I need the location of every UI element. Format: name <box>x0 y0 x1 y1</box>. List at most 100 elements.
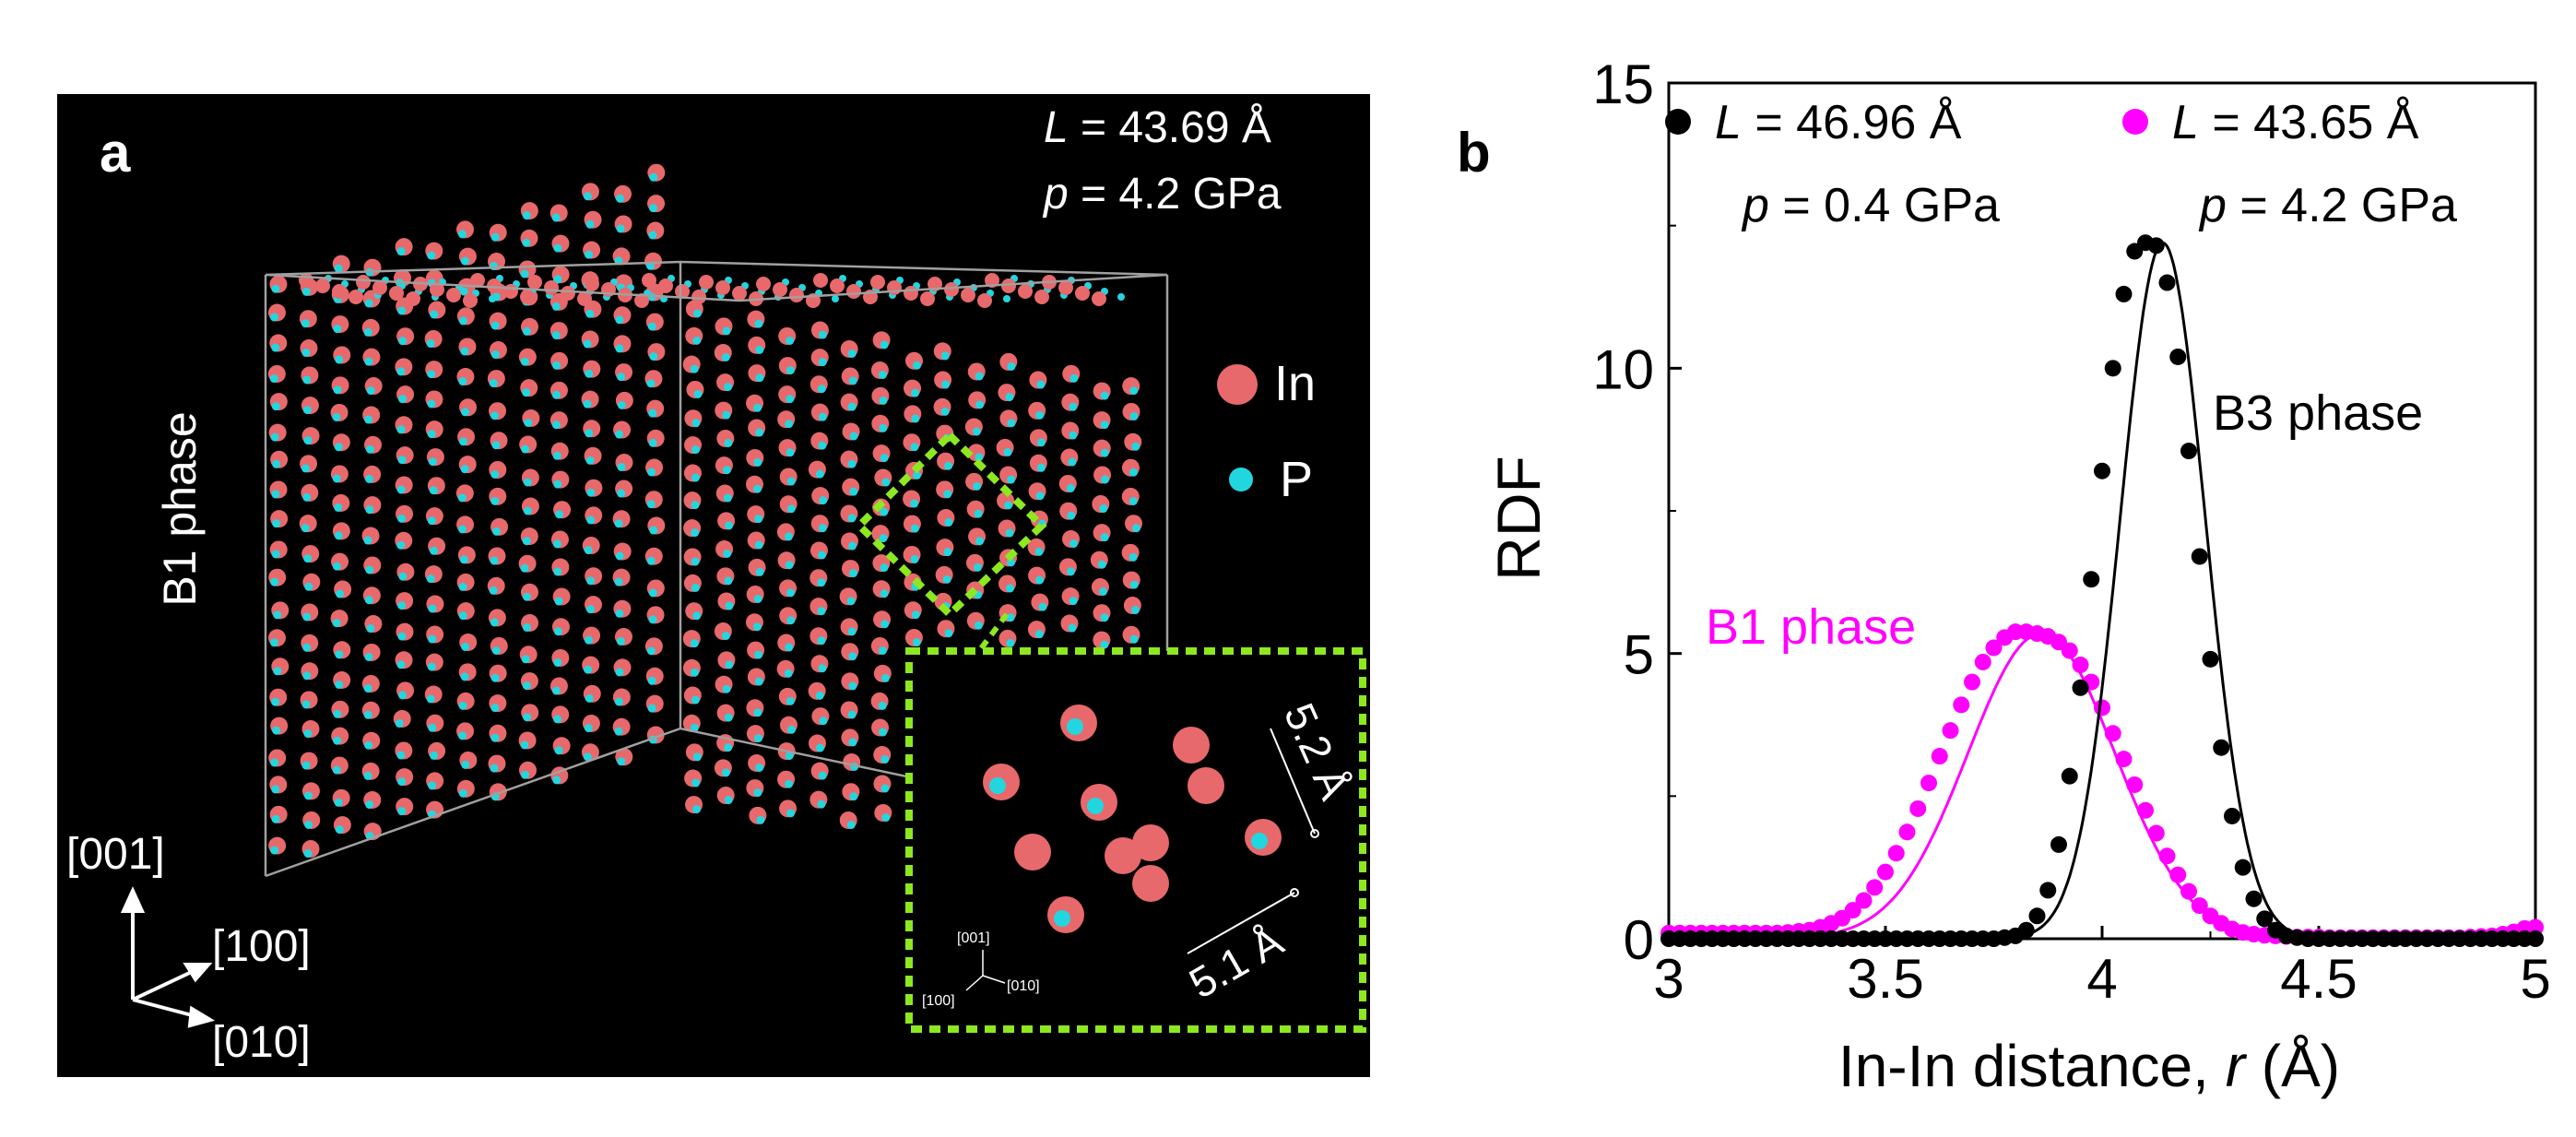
p-atom <box>586 576 596 586</box>
in-atom <box>1058 280 1073 295</box>
data-point-b1 <box>1898 823 1916 841</box>
p-atom <box>395 718 404 728</box>
p-atom <box>649 172 658 182</box>
p-atom <box>848 738 857 747</box>
in-atom <box>349 290 363 304</box>
plot-area: 3 3.5 4 4.5 5 0 5 10 15 <box>1592 53 2550 1010</box>
p-atom <box>271 550 280 559</box>
p-atom <box>1003 447 1012 456</box>
in-atom <box>961 288 975 302</box>
p-atom <box>272 726 281 735</box>
data-point-b3 <box>2039 882 2057 899</box>
p-atom <box>691 557 700 566</box>
x-tick-label: 4 <box>2086 948 2117 1010</box>
p-atom <box>817 607 826 616</box>
in-atom <box>634 293 649 308</box>
p-atom <box>304 820 313 829</box>
atom-lattice <box>267 163 1142 859</box>
p-atom <box>617 757 626 766</box>
axis-x-arrow-icon <box>183 963 213 983</box>
p-atom <box>692 336 702 345</box>
in-atom <box>406 291 420 306</box>
p-atom <box>847 514 857 523</box>
p-atom <box>303 436 313 445</box>
p-atom <box>753 457 762 467</box>
p-atom <box>555 510 564 519</box>
axis-x-label: [100] <box>212 922 311 971</box>
p-atom <box>585 369 594 378</box>
p-atom <box>336 589 345 598</box>
p-atom <box>1101 475 1110 484</box>
p-atom <box>364 596 373 605</box>
p-atom <box>551 390 561 399</box>
p-atom <box>1069 373 1079 383</box>
p-atom <box>489 379 498 388</box>
p-atom <box>301 464 311 473</box>
p-atom <box>880 563 889 573</box>
p-atom <box>1129 411 1139 420</box>
p-atom <box>1068 623 1077 633</box>
p-atom <box>881 478 891 487</box>
data-point-b3 <box>2191 548 2208 565</box>
p-atom <box>301 319 310 328</box>
axis-y-line <box>132 998 196 1018</box>
p-atom <box>363 684 372 693</box>
p-atom <box>585 250 594 259</box>
data-point-b3 <box>2061 767 2078 785</box>
p-atom <box>458 611 467 621</box>
p-atom <box>973 563 982 572</box>
p-atom <box>786 588 796 598</box>
p-atom <box>818 412 827 421</box>
p-atom <box>301 524 310 533</box>
p-atom <box>817 799 826 809</box>
p-atom <box>646 500 656 509</box>
p-atom <box>786 504 796 514</box>
p-atom <box>365 505 374 515</box>
p-atom <box>943 548 952 557</box>
legend-b1-L-value: = 43.65 Å <box>2199 96 2419 149</box>
p-atom <box>1007 475 1016 484</box>
p-atom <box>335 650 344 659</box>
p-atom <box>490 321 500 330</box>
p-atom <box>523 506 532 515</box>
p-atom <box>458 525 467 534</box>
data-point-b3 <box>2050 835 2067 853</box>
p-atom <box>520 269 529 278</box>
p-atom <box>646 379 656 388</box>
inset-in-atom <box>1014 834 1051 871</box>
legend-b1-p-var: p <box>2198 179 2227 232</box>
in-atom <box>356 275 371 290</box>
p-atom <box>303 729 313 739</box>
p-atom <box>753 594 762 603</box>
p-atom <box>273 667 282 676</box>
panel-label-a: a <box>100 122 131 184</box>
rdf-chart: b RDF In-In distance, r (Å) 3 3.5 4 4.5 5 0 5 1… <box>1457 53 2551 1099</box>
p-atom <box>755 373 764 383</box>
p-atom <box>785 420 794 429</box>
p-atom <box>754 319 763 328</box>
p-atom <box>552 776 561 785</box>
p-atom <box>649 352 658 361</box>
p-atom <box>649 526 658 535</box>
box-length-var: L <box>1044 103 1069 152</box>
data-point-b1 <box>2094 699 2110 717</box>
crystal-structure-render: a L = 43.69 Å p = 4.2 GPa B1 phase In P … <box>66 103 1366 1067</box>
data-point-b3 <box>2028 907 2046 925</box>
p-atom <box>815 743 824 752</box>
p-atom <box>754 650 763 659</box>
in-atom <box>1075 286 1090 301</box>
p-atom <box>458 582 467 591</box>
p-atom <box>583 752 592 762</box>
p-atom <box>269 313 278 322</box>
in-atom <box>675 284 690 299</box>
axis-z-label: [001] <box>66 830 165 879</box>
data-point-b1 <box>2191 897 2208 915</box>
data-point-b1 <box>1909 799 1927 817</box>
legend-p-label: P <box>1280 452 1313 507</box>
p-atom <box>334 443 343 452</box>
pressure-text: p = 4.2 GPa <box>1042 170 1282 219</box>
p-atom <box>272 459 281 468</box>
data-point-b1 <box>2061 642 2078 659</box>
p-atom <box>910 524 919 533</box>
p-atom <box>755 345 764 354</box>
